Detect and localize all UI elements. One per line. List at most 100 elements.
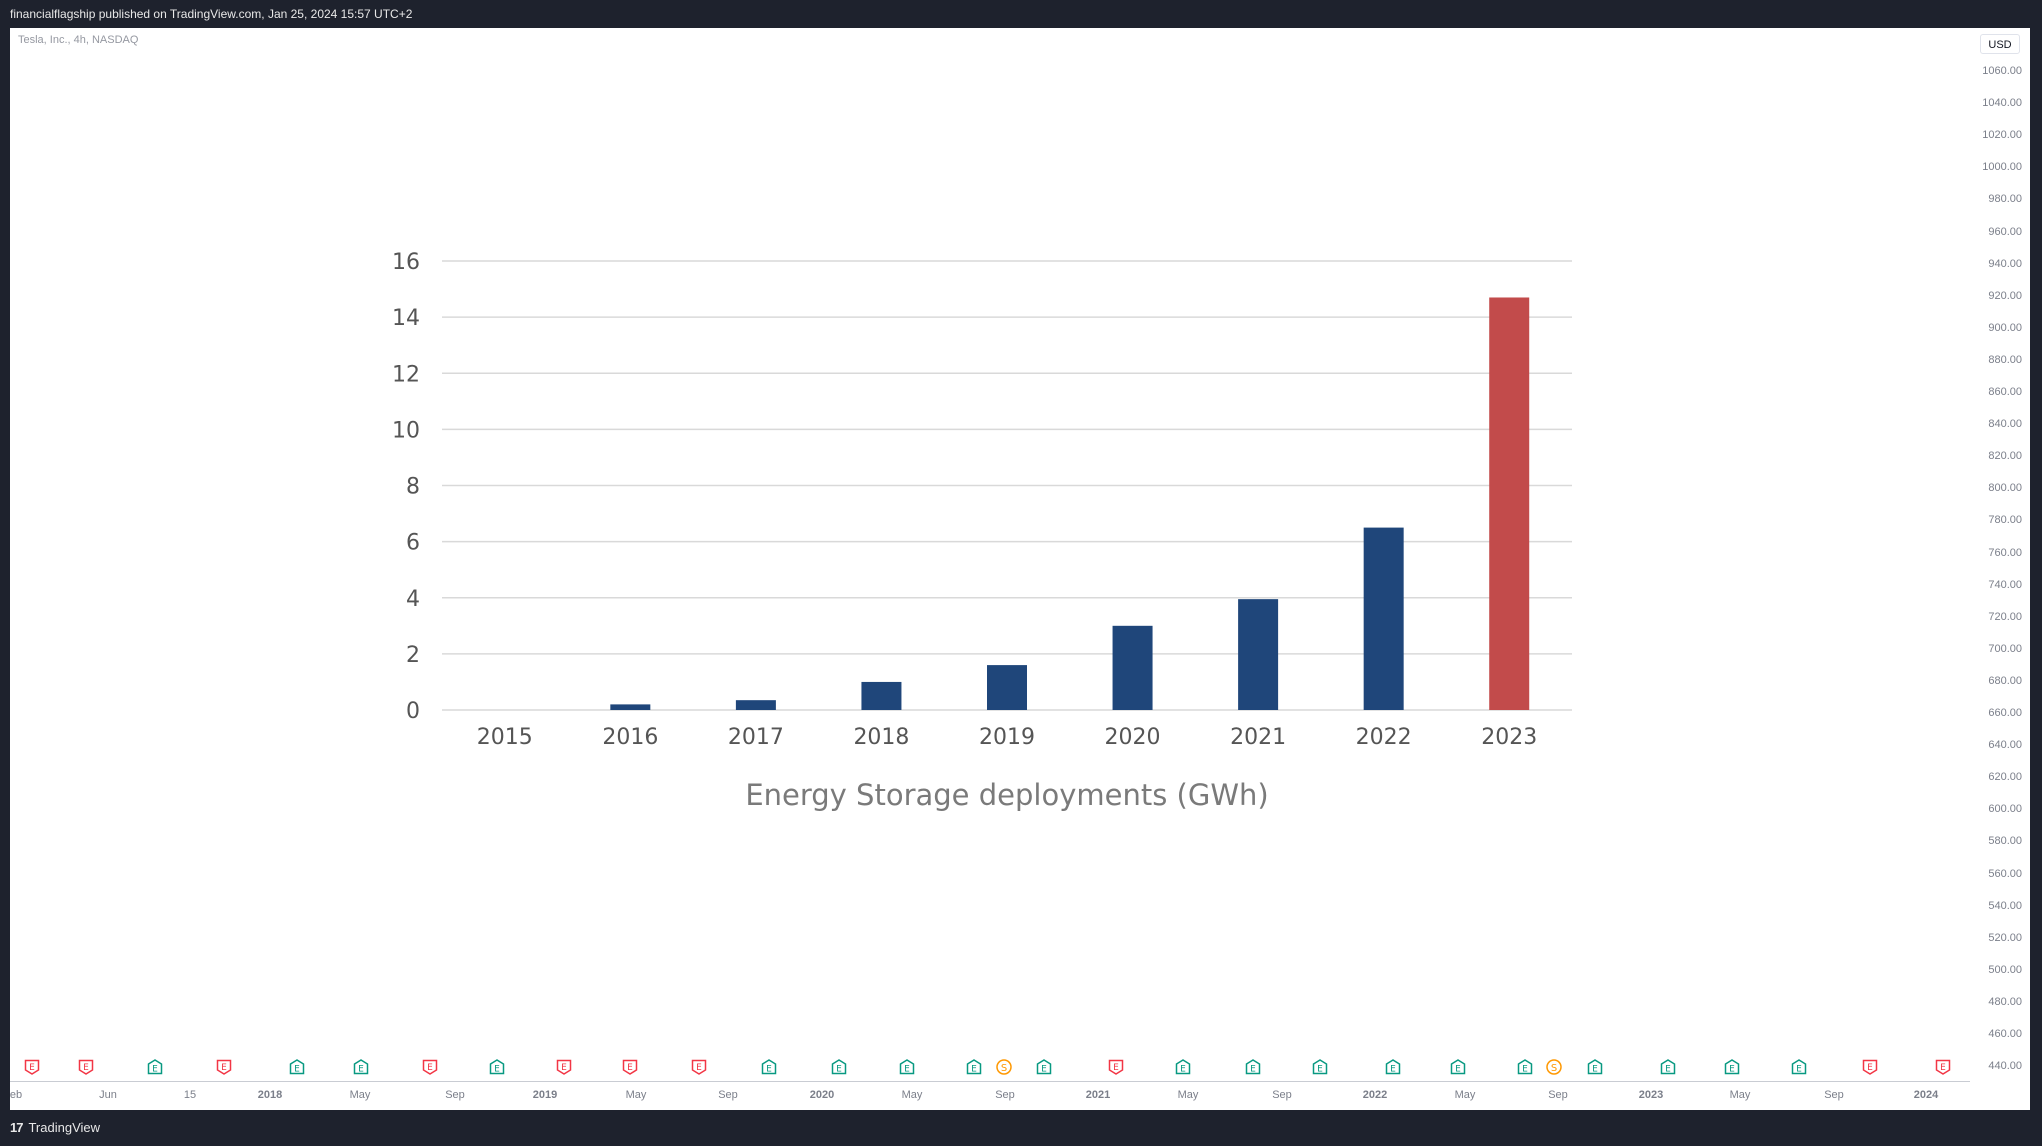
time-tick: Jun — [99, 1089, 117, 1101]
tradingview-logo[interactable]: 17 TradingView — [10, 1120, 100, 1135]
price-tick: 1000.00 — [1982, 161, 2022, 174]
earnings-event-icon[interactable]: E — [966, 1059, 982, 1075]
x-tick-label: 2018 — [853, 725, 909, 750]
price-tick: 680.00 — [1988, 674, 2022, 687]
bar-chart-svg: 0 2 4 6 8 10 12 14 16 2015 2016 2017 2018 2019 2020 202… — [392, 250, 1572, 812]
price-tick: 540.00 — [1988, 899, 2022, 912]
earnings-event-icon[interactable]: E — [1862, 1059, 1878, 1075]
price-tick: 700.00 — [1988, 642, 2022, 655]
time-tick: Sep — [1548, 1089, 1568, 1101]
price-tick: 740.00 — [1988, 578, 2022, 591]
x-tick-label: 2019 — [979, 725, 1035, 750]
x-tick-label: 2022 — [1356, 725, 1412, 750]
earnings-event-icon[interactable]: E — [622, 1059, 638, 1075]
x-tick-label: 2020 — [1105, 725, 1161, 750]
svg-text:E: E — [1180, 1065, 1186, 1075]
price-tick: 860.00 — [1988, 386, 2022, 398]
bar-2017 — [735, 700, 776, 710]
svg-text:E: E — [1041, 1065, 1047, 1075]
earnings-event-icon[interactable]: E — [24, 1059, 40, 1075]
y-tick-label: 0 — [406, 699, 420, 724]
earnings-event-icon[interactable]: E — [216, 1059, 232, 1075]
svg-text:E: E — [1250, 1065, 1256, 1075]
earnings-event-icon[interactable]: E — [1245, 1059, 1261, 1075]
chart-pane[interactable]: Tesla, Inc., 4h, NASDAQ 0 2 4 6 8 10 12 14 16 201… — [10, 28, 2030, 1110]
earnings-event-icon[interactable]: E — [289, 1059, 305, 1075]
time-axis[interactable]: eb Jun 15 2018 May Sep 2019 May Sep 2020 May Sep 202… — [10, 1081, 1970, 1111]
price-tick: 760.00 — [1988, 546, 2022, 559]
svg-text:E: E — [971, 1065, 977, 1075]
svg-text:E: E — [627, 1063, 633, 1073]
price-tick: 600.00 — [1988, 803, 2022, 816]
svg-text:E: E — [696, 1063, 702, 1073]
earnings-event-icon[interactable]: E — [1175, 1059, 1191, 1075]
earnings-event-icon[interactable]: E — [899, 1059, 915, 1075]
earnings-event-icon[interactable]: E — [422, 1059, 438, 1075]
svg-text:E: E — [358, 1065, 364, 1075]
earnings-event-icon[interactable]: E — [1036, 1059, 1052, 1075]
price-tick: 560.00 — [1988, 867, 2022, 880]
price-tick: 440.00 — [1988, 1060, 2022, 1073]
earnings-event-icon[interactable]: E — [353, 1059, 369, 1075]
time-tick: May — [1729, 1089, 1751, 1101]
price-tick: 920.00 — [1988, 289, 2022, 302]
earnings-event-icon[interactable]: E — [1312, 1059, 1328, 1075]
svg-text:E: E — [221, 1063, 227, 1073]
price-tick: 640.00 — [1988, 739, 2022, 752]
price-axis[interactable]: USD 1060.00 1040.00 1020.00 1000.00 980.00 96… — [1970, 28, 2030, 1081]
time-tick: May — [1177, 1089, 1199, 1101]
currency-button[interactable]: USD — [1980, 34, 2020, 54]
price-tick: 880.00 — [1988, 353, 2022, 366]
svg-text:E: E — [152, 1065, 158, 1075]
earnings-event-icon[interactable]: E — [489, 1059, 505, 1075]
svg-text:E: E — [1592, 1065, 1598, 1075]
y-tick-label: 14 — [392, 306, 420, 331]
earnings-event-icon[interactable]: E — [1587, 1059, 1603, 1075]
earnings-event-icon[interactable]: E — [831, 1059, 847, 1075]
earnings-event-icon[interactable]: E — [147, 1059, 163, 1075]
split-event-icon[interactable]: S — [1546, 1059, 1562, 1075]
svg-text:E: E — [1665, 1065, 1671, 1075]
svg-text:E: E — [83, 1063, 89, 1073]
price-tick: 1060.00 — [1982, 65, 2022, 77]
svg-text:S: S — [1001, 1063, 1007, 1074]
split-event-icon[interactable]: S — [996, 1059, 1012, 1075]
footer-bar: 17 TradingView — [0, 1110, 2042, 1146]
price-tick: 960.00 — [1988, 225, 2022, 238]
price-tick: 460.00 — [1988, 1028, 2022, 1040]
price-tick: 580.00 — [1988, 835, 2022, 848]
time-tick: 2023 — [1638, 1089, 1664, 1101]
svg-text:E: E — [766, 1065, 772, 1075]
svg-text:E: E — [1796, 1065, 1802, 1075]
svg-text:E: E — [836, 1065, 842, 1075]
time-tick: Sep — [718, 1089, 738, 1101]
earnings-event-icon[interactable]: E — [1791, 1059, 1807, 1075]
time-tick: 2019 — [532, 1089, 558, 1101]
bar-2019 — [987, 665, 1027, 710]
price-tick: 520.00 — [1988, 931, 2022, 944]
earnings-event-icon[interactable]: E — [761, 1059, 777, 1075]
y-tick-label: 8 — [406, 475, 420, 500]
svg-text:E: E — [1729, 1065, 1735, 1075]
earnings-event-icon[interactable]: E — [1108, 1059, 1124, 1075]
earnings-event-icon[interactable]: E — [78, 1059, 94, 1075]
earnings-event-icon[interactable]: E — [1517, 1059, 1533, 1075]
earnings-event-icon[interactable]: E — [1450, 1059, 1466, 1075]
earnings-event-icon[interactable]: E — [1385, 1059, 1401, 1075]
time-tick: 2021 — [1085, 1089, 1111, 1101]
time-tick: May — [625, 1089, 647, 1101]
time-tick: Sep — [1272, 1089, 1292, 1101]
earnings-event-icon[interactable]: E — [1724, 1059, 1740, 1075]
price-tick: 660.00 — [1988, 707, 2022, 719]
earnings-event-icon[interactable]: E — [1660, 1059, 1676, 1075]
time-tick: Sep — [1824, 1089, 1844, 1101]
earnings-event-icon[interactable]: E — [556, 1059, 572, 1075]
earnings-event-icon[interactable]: E — [1935, 1059, 1951, 1075]
y-tick-label: 2 — [406, 643, 420, 668]
price-tick: 800.00 — [1988, 482, 2022, 495]
price-tick: 1040.00 — [1982, 97, 2022, 110]
price-tick: 620.00 — [1988, 771, 2022, 784]
earnings-event-icon[interactable]: E — [691, 1059, 707, 1075]
svg-text:E: E — [1940, 1063, 1946, 1073]
brand-name: TradingView — [28, 1120, 101, 1135]
